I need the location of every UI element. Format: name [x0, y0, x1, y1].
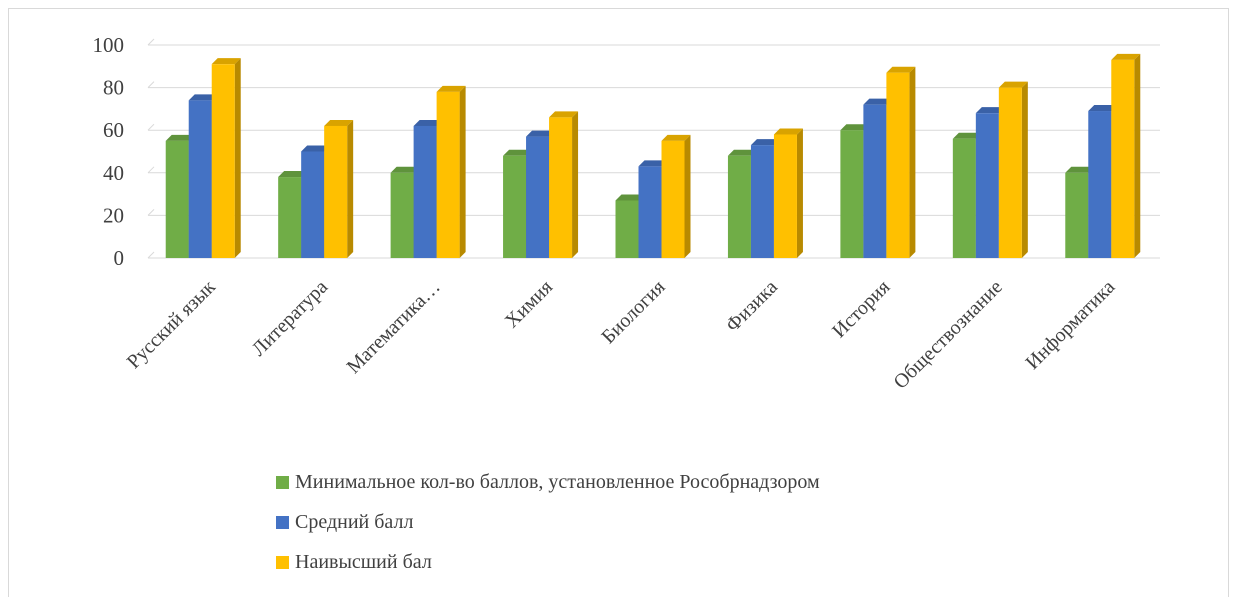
x-tick-label: Литература — [248, 276, 333, 361]
bar — [188, 100, 212, 258]
x-tick-label: Физика — [722, 276, 782, 336]
bar-top — [301, 145, 331, 152]
bar-top — [436, 85, 466, 92]
bar-top — [840, 124, 870, 131]
bar-top — [750, 139, 780, 146]
bar-top — [1111, 53, 1141, 60]
bar — [638, 166, 662, 258]
legend-label-avg: Средний балл — [295, 510, 414, 533]
y-tick-label: 60 — [103, 118, 124, 142]
chart-frame — [8, 8, 1229, 597]
bar-top — [975, 107, 1005, 114]
bar — [615, 200, 639, 258]
bar-top — [886, 66, 916, 73]
legend-swatch-min — [276, 475, 289, 489]
gridline-depth — [147, 166, 155, 174]
bar — [773, 134, 797, 258]
bar — [975, 113, 999, 258]
y-axis-ticks: 0 20 40 60 80 100 — [93, 33, 125, 270]
bar — [840, 130, 864, 258]
x-tick-label: Биология — [597, 276, 669, 348]
legend-item-max: Наивысший бал — [276, 548, 820, 576]
legend: Минимальное кол-во баллов, установленное… — [276, 468, 820, 588]
y-tick-label: 0 — [114, 246, 125, 270]
bar-side — [572, 111, 579, 258]
bar-top — [727, 149, 757, 156]
gridline-depth — [147, 81, 155, 88]
x-tick-label: История — [828, 276, 894, 342]
y-tick-label: 100 — [93, 33, 125, 57]
bar-side — [234, 58, 241, 258]
bars — [165, 53, 1141, 258]
bar-top — [661, 134, 691, 141]
bar — [1088, 111, 1112, 258]
bar — [324, 125, 348, 258]
bar-side — [1134, 53, 1141, 258]
bar — [1065, 172, 1089, 258]
bar — [526, 136, 550, 258]
bar — [661, 140, 685, 258]
bar — [211, 64, 235, 258]
bar-top — [1088, 105, 1118, 112]
bar — [1111, 59, 1135, 258]
bar-top — [863, 98, 893, 105]
bar — [301, 151, 325, 258]
bar-top — [211, 58, 241, 65]
bar-top — [324, 119, 354, 126]
legend-swatch-avg — [276, 515, 289, 529]
gridline-depth — [147, 251, 155, 259]
legend-label-max: Наивысший бал — [295, 550, 432, 573]
bar — [952, 138, 976, 258]
x-tick-label: Химия — [501, 276, 557, 332]
bar — [503, 155, 527, 258]
bar-side — [909, 66, 916, 258]
bar — [998, 87, 1022, 258]
bar-top — [413, 119, 443, 126]
gridline-depth — [147, 38, 155, 46]
x-tick-label: Математика… — [343, 276, 445, 378]
legend-item-avg: Средний балл — [276, 508, 820, 536]
y-tick-label: 40 — [103, 161, 124, 185]
bar-top — [952, 132, 982, 139]
x-tick-label: Обществознание — [889, 276, 1007, 394]
bar — [413, 125, 437, 258]
bar — [165, 140, 189, 258]
bar — [886, 72, 910, 258]
x-tick-label: Русский язык — [123, 276, 220, 373]
x-tick-label: Информатика — [1021, 276, 1119, 374]
bar-side — [347, 119, 354, 258]
y-tick-label: 80 — [103, 76, 124, 100]
bar-top — [165, 134, 195, 141]
y-tick-label: 20 — [103, 203, 124, 227]
bar-top — [390, 166, 420, 173]
bar — [436, 91, 460, 258]
gridline-depth — [147, 209, 155, 216]
bar-side — [1021, 81, 1028, 258]
gridline-depth — [147, 123, 155, 131]
bar-top — [615, 194, 645, 201]
bar — [750, 145, 774, 258]
legend-swatch-max — [276, 555, 289, 569]
bar-top — [1065, 166, 1095, 173]
bar-top — [188, 94, 218, 101]
bar — [390, 172, 414, 258]
bar-top — [998, 81, 1028, 88]
x-axis-labels: Русский язык Литература Математика… Химия Би… — [123, 276, 1120, 394]
bar — [278, 177, 302, 258]
bar — [549, 117, 573, 258]
bar — [727, 155, 751, 258]
bar-top — [549, 111, 579, 118]
bar-top — [503, 149, 533, 156]
bar-side — [459, 85, 466, 258]
bar-top — [278, 171, 308, 178]
bar-side — [796, 128, 803, 258]
bar-top — [526, 130, 556, 137]
bar-side — [684, 134, 691, 258]
legend-label-min: Минимальное кол-во баллов, установленное… — [295, 470, 820, 493]
bar — [863, 104, 887, 258]
bar-top — [638, 160, 668, 167]
bar-top — [773, 128, 803, 135]
legend-item-min: Минимальное кол-во баллов, установленное… — [276, 468, 820, 496]
